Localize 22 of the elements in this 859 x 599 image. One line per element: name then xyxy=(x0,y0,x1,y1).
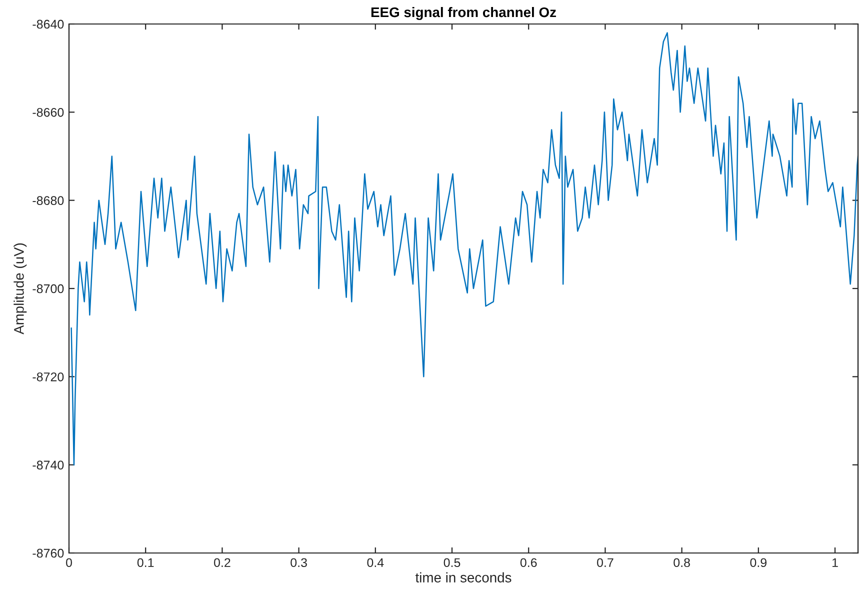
x-tick-label: 0.7 xyxy=(597,558,614,568)
y-tick-label: -8660 xyxy=(32,108,64,117)
line-series xyxy=(70,32,858,466)
x-tick-label: 0.1 xyxy=(137,558,154,568)
y-tick-label: -8720 xyxy=(32,372,64,382)
y-tick-label: -8680 xyxy=(32,196,64,205)
chart-title: EEG signal from channel Oz xyxy=(371,6,556,20)
y-tick-label: -8640 xyxy=(32,20,64,29)
y-axis-title: Amplitude (uV) xyxy=(14,243,27,334)
y-tick-label: -8740 xyxy=(32,460,64,470)
x-tick-label: 0.9 xyxy=(750,558,767,568)
x-axis-title: time in seconds xyxy=(415,572,512,582)
x-tick-label: 0.4 xyxy=(367,558,384,568)
x-tick-label: 0.8 xyxy=(674,558,690,568)
x-tick-label: 0.2 xyxy=(214,558,230,568)
y-tick-label: -8760 xyxy=(32,548,64,558)
x-tick-label: 0.5 xyxy=(444,558,460,568)
x-tick-label: 1 xyxy=(832,558,838,567)
x-tick-label: 0 xyxy=(66,558,72,568)
x-tick-label: 0.6 xyxy=(520,558,537,568)
x-tick-label: 0.3 xyxy=(290,558,307,568)
y-tick-label: -8700 xyxy=(32,284,64,294)
